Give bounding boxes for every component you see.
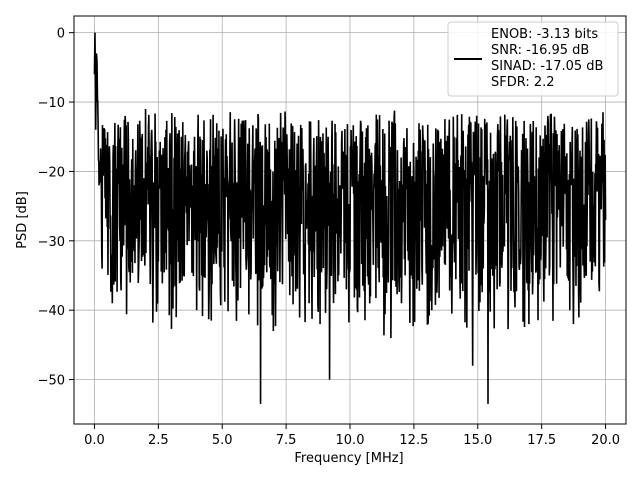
x-axis-label: Frequency [MHz] bbox=[294, 451, 403, 466]
x-tick-label: 12.5 bbox=[399, 433, 428, 448]
legend-line-sfdr: SFDR: 2.2 bbox=[491, 75, 555, 90]
y-tick-label: −40 bbox=[38, 304, 65, 319]
x-tick-label: 2.5 bbox=[148, 433, 169, 448]
legend-box bbox=[447, 21, 619, 97]
legend: ENOB: -3.13 bits SNR: -16.95 dB SINAD: -… bbox=[447, 21, 619, 97]
x-tick-label: 20.0 bbox=[591, 433, 620, 448]
y-tick-label: −10 bbox=[38, 96, 65, 111]
psd-series-line bbox=[93, 32, 607, 404]
legend-line-snr: SNR: -16.95 dB bbox=[491, 43, 589, 58]
y-axis-ticks: 0 −10 −20 −30 −40 −50 bbox=[38, 27, 74, 389]
x-tick-label: 0.0 bbox=[84, 433, 105, 448]
y-tick-label: −30 bbox=[38, 235, 65, 250]
y-axis-label: PSD [dB] bbox=[15, 191, 30, 249]
x-tick-label: 5.0 bbox=[212, 433, 233, 448]
legend-line-enob: ENOB: -3.13 bits bbox=[491, 27, 598, 42]
y-tick-label: −20 bbox=[38, 165, 65, 180]
x-tick-label: 10.0 bbox=[336, 433, 365, 448]
x-tick-label: 15.0 bbox=[463, 433, 492, 448]
y-tick-label: −50 bbox=[38, 374, 65, 389]
y-tick-label: 0 bbox=[57, 27, 65, 42]
x-tick-label: 7.5 bbox=[276, 433, 297, 448]
x-axis-ticks: 0.0 2.5 5.0 7.5 10.0 12.5 15.0 17.5 20.0 bbox=[84, 424, 620, 448]
legend-line-sinad: SINAD: -17.05 dB bbox=[491, 59, 603, 74]
x-tick-label: 17.5 bbox=[527, 433, 556, 448]
